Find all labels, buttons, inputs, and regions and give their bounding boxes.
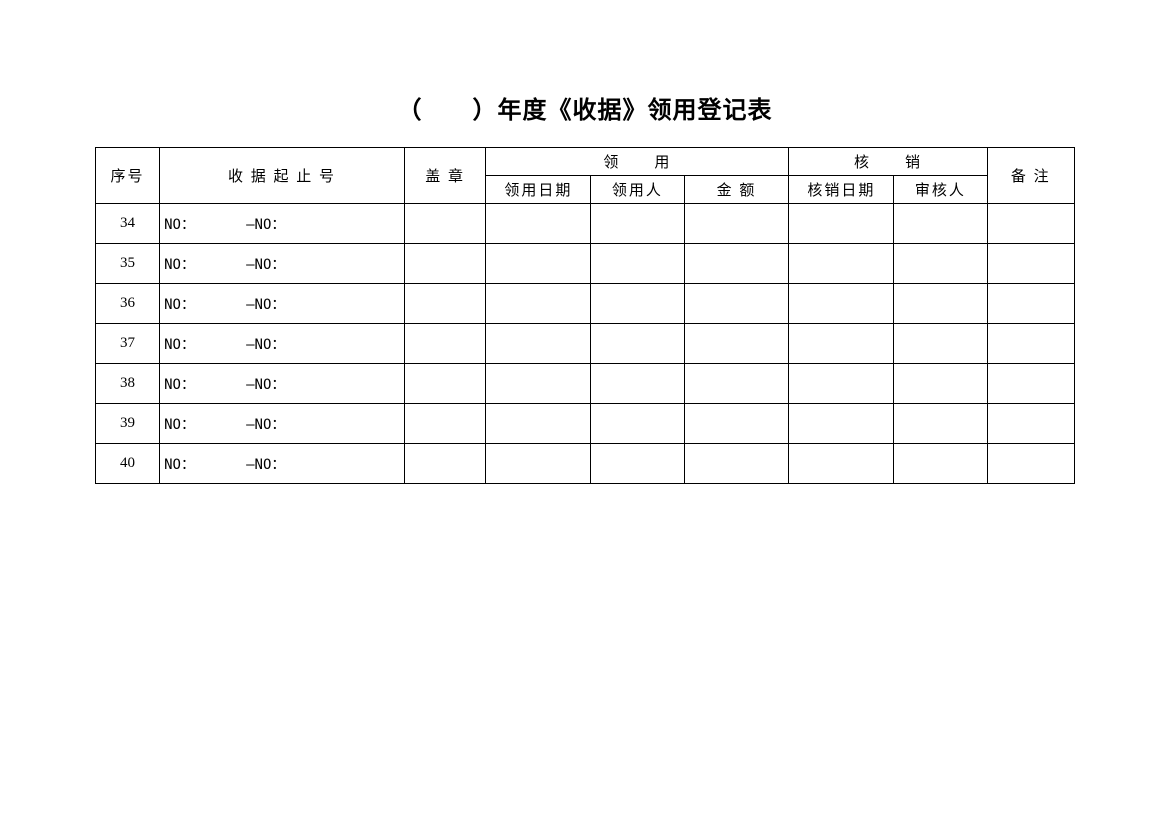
range-from-label: NO： <box>164 454 246 474</box>
cell-use-person <box>591 284 684 324</box>
cell-range: NO：—NO： <box>160 404 405 444</box>
cell-stamp <box>404 444 486 484</box>
header-verify-date: 核销日期 <box>789 176 894 204</box>
range-from-label: NO： <box>164 414 246 434</box>
header-seq: 序号 <box>96 148 160 204</box>
cell-amount <box>684 204 789 244</box>
cell-note <box>987 324 1074 364</box>
cell-amount <box>684 404 789 444</box>
cell-note <box>987 404 1074 444</box>
cell-stamp <box>404 404 486 444</box>
cell-range: NO：—NO： <box>160 324 405 364</box>
cell-range: NO：—NO： <box>160 364 405 404</box>
range-from-label: NO： <box>164 294 246 314</box>
cell-stamp <box>404 244 486 284</box>
cell-amount <box>684 364 789 404</box>
cell-stamp <box>404 364 486 404</box>
range-to-label: —NO： <box>246 254 285 274</box>
receipt-log-table: 序号 收 据 起 止 号 盖 章 领 用 核 销 备 注 领用日期 领用人 金 … <box>95 147 1075 484</box>
cell-verify-person <box>894 324 987 364</box>
table-row: 35NO：—NO： <box>96 244 1075 284</box>
cell-use-person <box>591 364 684 404</box>
header-note: 备 注 <box>987 148 1074 204</box>
cell-seq: 37 <box>96 324 160 364</box>
cell-seq: 40 <box>96 444 160 484</box>
cell-amount <box>684 324 789 364</box>
header-amount: 金 额 <box>684 176 789 204</box>
cell-verify-person <box>894 444 987 484</box>
cell-range: NO：—NO： <box>160 284 405 324</box>
header-range: 收 据 起 止 号 <box>160 148 405 204</box>
cell-use-date <box>486 364 591 404</box>
cell-verify-date <box>789 404 894 444</box>
cell-note <box>987 204 1074 244</box>
cell-use-date <box>486 324 591 364</box>
cell-use-date <box>486 444 591 484</box>
cell-verify-date <box>789 324 894 364</box>
cell-use-person <box>591 324 684 364</box>
cell-verify-person <box>894 204 987 244</box>
table-row: 36NO：—NO： <box>96 284 1075 324</box>
header-verify-group: 核 销 <box>789 148 987 176</box>
table-row: 40NO：—NO： <box>96 444 1075 484</box>
range-to-label: —NO： <box>246 454 285 474</box>
cell-seq: 35 <box>96 244 160 284</box>
header-use-group: 领 用 <box>486 148 789 176</box>
header-stamp: 盖 章 <box>404 148 486 204</box>
cell-note <box>987 444 1074 484</box>
cell-seq: 39 <box>96 404 160 444</box>
cell-verify-date <box>789 444 894 484</box>
range-to-label: —NO： <box>246 374 285 394</box>
cell-stamp <box>404 204 486 244</box>
cell-use-person <box>591 204 684 244</box>
cell-verify-person <box>894 284 987 324</box>
table-row: 39NO：—NO： <box>96 404 1075 444</box>
cell-verify-person <box>894 404 987 444</box>
cell-seq: 36 <box>96 284 160 324</box>
page-title: （ ）年度《收据》领用登记表 <box>95 90 1075 125</box>
cell-note <box>987 284 1074 324</box>
cell-verify-person <box>894 244 987 284</box>
cell-verify-person <box>894 364 987 404</box>
cell-stamp <box>404 284 486 324</box>
cell-note <box>987 364 1074 404</box>
cell-range: NO：—NO： <box>160 204 405 244</box>
cell-use-date <box>486 204 591 244</box>
cell-amount <box>684 284 789 324</box>
header-verify-person: 审核人 <box>894 176 987 204</box>
range-from-label: NO： <box>164 254 246 274</box>
table-row: 38NO：—NO： <box>96 364 1075 404</box>
range-to-label: —NO： <box>246 334 285 354</box>
cell-verify-date <box>789 204 894 244</box>
cell-seq: 38 <box>96 364 160 404</box>
cell-range: NO：—NO： <box>160 444 405 484</box>
cell-use-person <box>591 444 684 484</box>
header-use-date: 领用日期 <box>486 176 591 204</box>
cell-amount <box>684 244 789 284</box>
table-row: 34NO：—NO： <box>96 204 1075 244</box>
cell-range: NO：—NO： <box>160 244 405 284</box>
cell-use-date <box>486 284 591 324</box>
range-to-label: —NO： <box>246 294 285 314</box>
range-from-label: NO： <box>164 214 246 234</box>
cell-verify-date <box>789 284 894 324</box>
cell-use-date <box>486 404 591 444</box>
cell-seq: 34 <box>96 204 160 244</box>
cell-use-date <box>486 244 591 284</box>
cell-use-person <box>591 404 684 444</box>
cell-amount <box>684 444 789 484</box>
cell-stamp <box>404 324 486 364</box>
range-from-label: NO： <box>164 374 246 394</box>
cell-note <box>987 244 1074 284</box>
range-to-label: —NO： <box>246 214 285 234</box>
cell-verify-date <box>789 244 894 284</box>
range-to-label: —NO： <box>246 414 285 434</box>
table-row: 37NO：—NO： <box>96 324 1075 364</box>
header-use-person: 领用人 <box>591 176 684 204</box>
cell-verify-date <box>789 364 894 404</box>
cell-use-person <box>591 244 684 284</box>
range-from-label: NO： <box>164 334 246 354</box>
